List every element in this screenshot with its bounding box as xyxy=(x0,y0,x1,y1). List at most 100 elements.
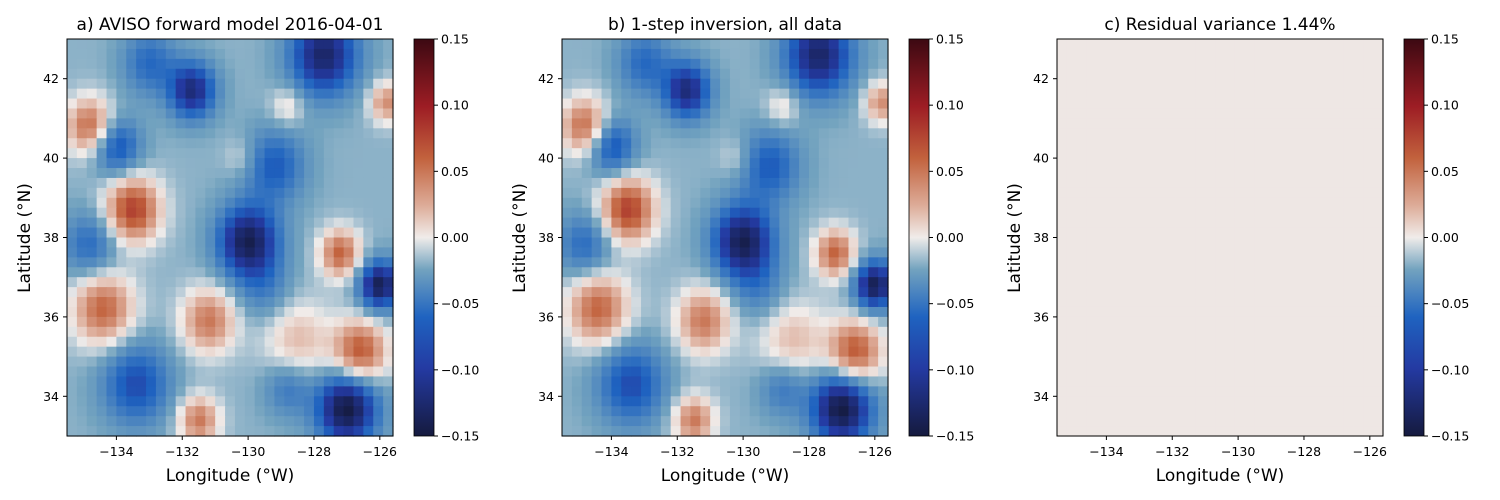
heatmap-cell xyxy=(621,207,632,219)
heatmap-cell xyxy=(1353,187,1364,199)
heatmap-cell xyxy=(838,78,850,90)
heatmap-cell xyxy=(1076,217,1088,229)
heatmap-cell xyxy=(106,227,117,239)
heatmap-cell xyxy=(1284,257,1295,268)
heatmap-cell xyxy=(650,217,662,229)
heatmap-cell xyxy=(878,346,889,358)
heatmap-cell xyxy=(759,88,771,100)
heatmap-cell xyxy=(76,138,88,149)
heatmap-cell xyxy=(739,197,751,209)
heatmap-cell xyxy=(1175,158,1187,169)
heatmap-cell xyxy=(313,108,325,120)
heatmap-cell xyxy=(650,287,662,298)
heatmap-cell xyxy=(234,326,246,338)
heatmap-cell xyxy=(808,267,820,278)
heatmap-cell xyxy=(136,158,147,169)
heatmap-cell xyxy=(363,88,374,100)
heatmap-cell xyxy=(808,306,820,318)
heatmap-cell xyxy=(274,366,285,378)
heatmap-cell xyxy=(562,58,573,70)
heatmap-cell xyxy=(383,406,394,417)
heatmap-cell xyxy=(858,78,869,90)
heatmap-cell xyxy=(729,237,741,249)
heatmap-cell xyxy=(353,88,364,100)
heatmap-cell xyxy=(1096,416,1107,427)
heatmap-cell xyxy=(1057,237,1068,249)
heatmap-cell xyxy=(591,58,603,70)
heatmap-cell xyxy=(799,366,810,378)
heatmap-cell xyxy=(1343,237,1354,249)
heatmap-cell xyxy=(1363,58,1374,70)
heatmap-cell xyxy=(1274,58,1285,70)
heatmap-cell xyxy=(631,88,642,100)
heatmap-cell xyxy=(126,396,137,407)
heatmap-cell xyxy=(1274,148,1285,159)
heatmap-cell xyxy=(343,48,355,60)
heatmap-cell xyxy=(670,287,682,298)
heatmap-cell xyxy=(1106,197,1117,209)
heatmap-cell xyxy=(136,416,147,427)
x-tick-label: −134 xyxy=(1089,444,1123,459)
heatmap-cell xyxy=(373,197,384,209)
heatmap-cell xyxy=(1373,118,1384,129)
heatmap-cell xyxy=(264,177,276,189)
heatmap-cell xyxy=(611,376,622,387)
heatmap-cell xyxy=(304,118,315,129)
heatmap-cell xyxy=(650,237,662,249)
heatmap-cell xyxy=(680,187,692,199)
heatmap-cell xyxy=(1126,306,1137,318)
heatmap-cell xyxy=(1076,98,1088,110)
heatmap-cell xyxy=(175,138,187,149)
heatmap-cell xyxy=(1126,98,1137,110)
heatmap-cell xyxy=(1066,88,1078,100)
heatmap-cell xyxy=(1155,158,1167,169)
heatmap-cell xyxy=(601,78,612,90)
heatmap-cell xyxy=(1195,128,1206,139)
heatmap-cell xyxy=(205,217,216,229)
heatmap-cell xyxy=(1333,277,1345,288)
heatmap-cell xyxy=(1284,227,1295,239)
heatmap-cell xyxy=(313,197,325,209)
heatmap-cell xyxy=(1126,168,1137,179)
heatmap-cell xyxy=(215,138,226,149)
x-tick-label: −130 xyxy=(1221,444,1255,459)
heatmap-cell xyxy=(1136,237,1147,249)
heatmap-cell xyxy=(116,88,127,100)
heatmap-cell xyxy=(333,227,345,239)
heatmap-cell xyxy=(1343,277,1354,288)
heatmap-cell xyxy=(1096,247,1107,258)
panel-c: c) Residual variance 1.44% −134 −132 −130−… xyxy=(1005,15,1469,486)
heatmap-cell xyxy=(106,197,117,209)
heatmap-cell xyxy=(621,416,632,427)
heatmap-cell xyxy=(323,148,335,159)
heatmap-cell xyxy=(729,78,741,90)
heatmap-cell xyxy=(1353,217,1364,229)
heatmap-cell xyxy=(96,88,108,100)
heatmap-cell xyxy=(254,138,266,149)
heatmap-cell xyxy=(670,78,682,90)
heatmap-cell xyxy=(680,366,692,378)
heatmap-cell xyxy=(690,426,701,437)
heatmap-cell xyxy=(621,326,632,338)
heatmap-cell xyxy=(818,187,830,199)
heatmap-cell xyxy=(1313,277,1325,288)
heatmap-cell xyxy=(680,68,692,80)
heatmap-cell xyxy=(136,406,147,417)
heatmap-cell xyxy=(1224,227,1236,239)
heatmap-cell xyxy=(274,326,285,338)
heatmap-cell xyxy=(1343,177,1354,189)
x-axis-label: Longitude (°W) xyxy=(1156,466,1285,486)
heatmap-cell xyxy=(343,426,355,437)
heatmap-cell xyxy=(175,177,187,189)
heatmap-cell xyxy=(581,247,593,258)
heatmap-cell xyxy=(67,108,78,120)
heatmap-cell xyxy=(878,306,889,318)
heatmap-cell xyxy=(749,346,761,358)
heatmap-cell xyxy=(858,316,869,328)
heatmap-cell xyxy=(631,416,642,427)
heatmap-cell xyxy=(650,306,662,318)
heatmap-cell xyxy=(799,138,810,149)
heatmap-cell xyxy=(759,39,771,50)
heatmap-cell xyxy=(284,326,295,338)
heatmap-cell xyxy=(294,158,305,169)
